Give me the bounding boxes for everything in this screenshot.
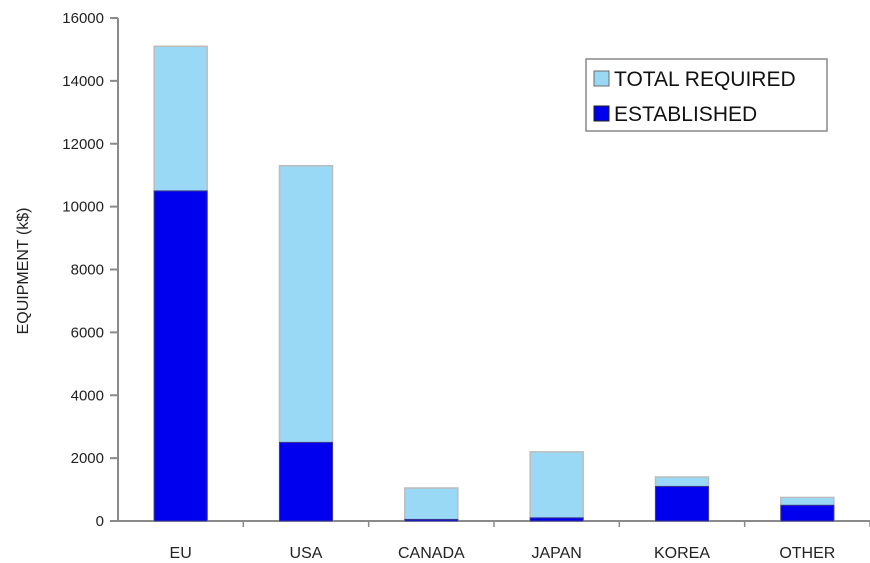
legend-label-total-required: TOTAL REQUIRED [614, 68, 796, 91]
y-tick-label: 4000 [71, 387, 104, 404]
x-tick-label: KOREA [654, 545, 710, 562]
x-tick-label: OTHER [779, 545, 835, 562]
bar-established-canada [404, 518, 459, 522]
legend-box [585, 58, 828, 132]
legend-swatch-total-required [593, 70, 610, 87]
bar-established-eu [153, 190, 208, 522]
chart-labels: 0 2000 4000 6000 8000 10000 12000 14000 16000 EU U… [62, 10, 835, 562]
legend-swatch-established [593, 105, 610, 122]
bar-total-required-japan [529, 451, 584, 522]
x-tick-label: USA [290, 545, 323, 562]
bar-established-usa [279, 441, 333, 522]
y-tick-label: 10000 [62, 199, 104, 216]
bar-total-required-canada [404, 487, 459, 522]
y-tick-label: 12000 [62, 136, 104, 153]
chart-axes [110, 17, 870, 527]
y-tick-label: 6000 [71, 324, 104, 341]
bar-established-korea [655, 485, 709, 522]
y-tick-label: 14000 [62, 73, 104, 90]
bar-established-japan [529, 517, 584, 522]
chart-legend: TOTAL REQUIRED ESTABLISHED [585, 58, 828, 132]
chart-bars [153, 45, 835, 522]
y-tick-label: 0 [96, 513, 104, 530]
y-tick-label: 16000 [62, 10, 104, 27]
x-tick-label: CANADA [398, 545, 465, 562]
bar-established-other [780, 504, 835, 522]
y-axis-title: EQUIPMENT (k$) [15, 208, 32, 335]
x-tick-label: EU [170, 545, 192, 562]
x-tick-label: JAPAN [531, 545, 581, 562]
y-tick-label: 8000 [71, 262, 104, 279]
legend-label-established: ESTABLISHED [614, 103, 757, 126]
y-tick-label: 2000 [71, 450, 104, 467]
